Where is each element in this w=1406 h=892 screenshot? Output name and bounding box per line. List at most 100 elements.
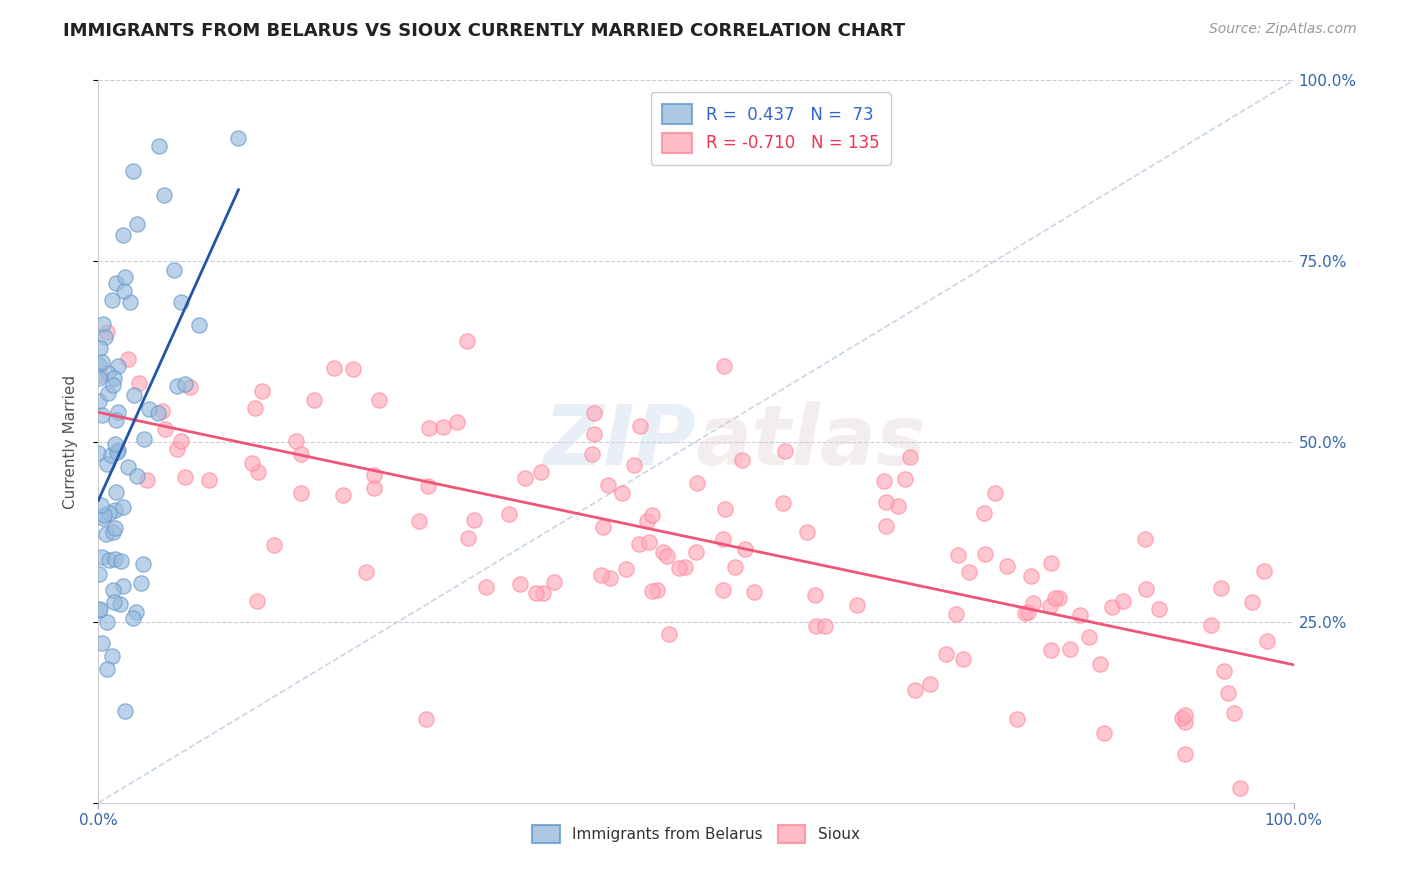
Text: Source: ZipAtlas.com: Source: ZipAtlas.com [1209,22,1357,37]
Legend: Immigrants from Belarus, Sioux: Immigrants from Belarus, Sioux [526,819,866,849]
Point [104,521,127,535]
Point [1216,686,1239,700]
Point [323,361,346,376]
Point [90,498,112,512]
Point [93,508,115,522]
Point [627,537,650,551]
Point [515,471,537,485]
Point [533,585,555,599]
Point [946,548,969,562]
Point [97,385,120,400]
Point [524,586,547,600]
Point [543,574,565,589]
Point [418,478,440,492]
Point [91,408,114,422]
Point [302,392,325,407]
Point [463,513,485,527]
Point [1047,591,1070,605]
Point [104,551,127,566]
Point [107,359,129,373]
Point [197,473,219,487]
Point [898,450,921,465]
Point [731,452,754,467]
Point [1111,594,1133,608]
Point [120,295,142,310]
Point [170,294,193,309]
Point [125,605,148,619]
Point [612,486,634,500]
Point [920,677,942,691]
Point [685,545,707,559]
Point [742,585,765,599]
Point [129,575,152,590]
Point [875,518,897,533]
Point [105,445,128,459]
Point [714,502,737,516]
Point [246,594,269,608]
Point [638,535,661,549]
Point [668,560,690,574]
Point [96,527,118,541]
Point [772,496,794,510]
Point [796,524,818,539]
Point [98,506,121,520]
Point [101,525,124,540]
Point [87,358,110,372]
Point [1092,726,1115,740]
Point [1101,600,1123,615]
Point [1174,707,1197,722]
Point [89,566,111,581]
Point [651,545,673,559]
Point [711,582,734,597]
Point [957,565,980,579]
Point [457,531,479,545]
Point [163,263,186,277]
Point [711,532,734,546]
Point [240,456,263,470]
Point [246,466,269,480]
Point [1005,712,1028,726]
Point [845,598,868,612]
Point [263,538,285,552]
Point [125,469,148,483]
Point [117,352,139,367]
Point [117,460,139,475]
Point [713,359,735,374]
Point [1147,601,1170,615]
Point [935,647,957,661]
Point [90,355,112,369]
Point [973,506,995,520]
Point [734,541,756,556]
Point [887,499,910,513]
Point [686,476,709,491]
Point [132,557,155,571]
Point [89,341,111,355]
Point [589,567,612,582]
Point [96,615,118,629]
Point [1229,781,1251,796]
Point [974,547,997,561]
Point [104,502,127,516]
Point [100,448,122,462]
Point [148,138,170,153]
Point [125,217,148,231]
Point [658,627,681,641]
Point [122,611,145,625]
Point [103,371,125,385]
Point [363,468,385,483]
Point [418,420,440,434]
Point [984,486,1007,500]
Point [138,401,160,416]
Y-axis label: Currently Married: Currently Married [63,375,77,508]
Point [250,384,273,398]
Point [1256,634,1278,648]
Point [96,662,118,676]
Point [592,520,614,534]
Point [873,474,896,488]
Point [475,580,498,594]
Point [408,514,430,528]
Point [1077,630,1099,644]
Point [945,607,967,622]
Point [104,436,127,450]
Point [173,470,195,484]
